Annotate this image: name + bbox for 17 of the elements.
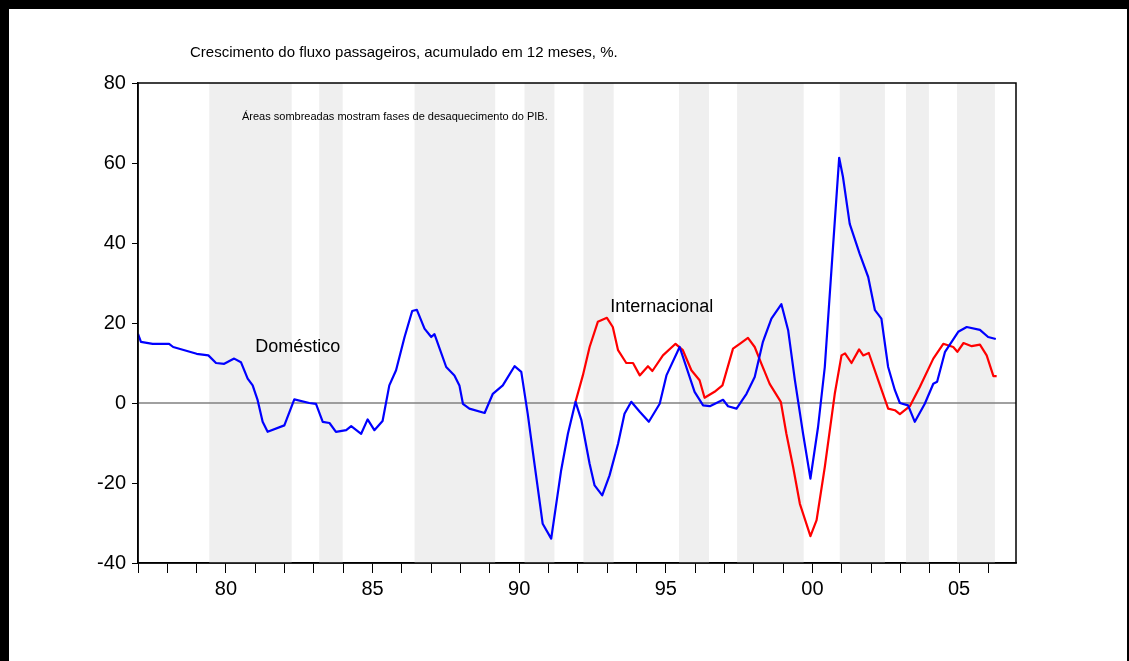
x-tick-label: 00	[801, 576, 824, 599]
y-tick-label: 80	[103, 70, 126, 93]
series-label: Doméstico	[255, 335, 341, 356]
y-tick-label: -20	[97, 470, 126, 493]
annotation: Áreas sombreadas mostram fases de desaquecimento do PIB.	[242, 110, 548, 123]
y-tick-label: -40	[97, 550, 126, 573]
x-tick-label: 95	[654, 576, 677, 599]
x-tick-label: 05	[947, 576, 971, 599]
y-tick-label: 20	[103, 310, 126, 333]
y-tick-label: 60	[103, 150, 126, 173]
x-tick-label: 80	[214, 576, 238, 599]
y-tick-label: 40	[103, 230, 126, 253]
x-tick-label: 85	[361, 576, 384, 599]
chart-title: Crescimento do fluxo passageiros, acumulado em 12 meses, %.	[190, 43, 618, 61]
x-tick-label: 90	[508, 576, 531, 599]
y-tick-label: 0	[114, 390, 126, 413]
series-label: Internacional	[610, 295, 714, 316]
